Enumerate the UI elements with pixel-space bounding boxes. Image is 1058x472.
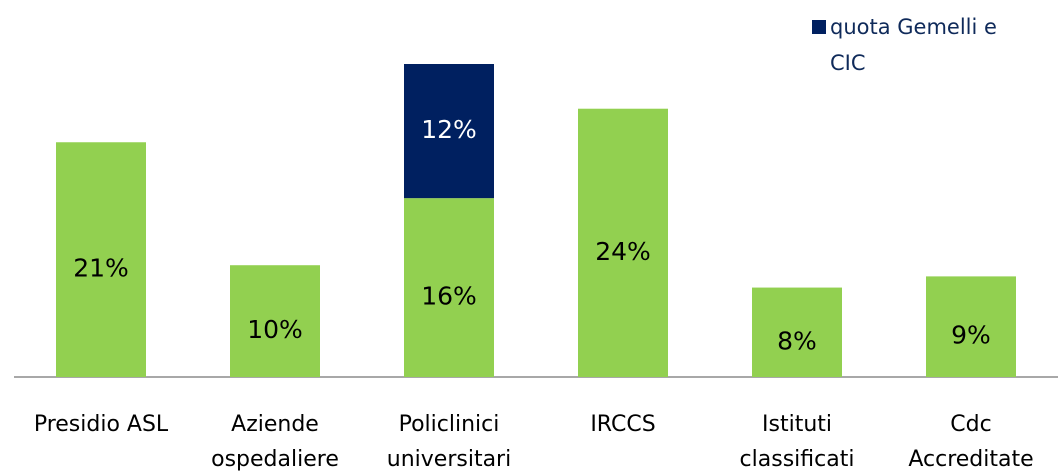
x-tick-label: Istituti classificati (740, 412, 855, 472)
x-tick-label: Cdc Accreditate (908, 412, 1033, 472)
bar-segment (578, 108, 668, 377)
bar-segment (926, 276, 1016, 377)
value-label: 8% (777, 326, 817, 355)
legend-swatch (812, 20, 826, 34)
value-label: 12% (421, 115, 477, 144)
value-label: 9% (951, 321, 991, 350)
bar-segment (404, 198, 494, 377)
x-tick-label: IRCCS (590, 412, 655, 437)
value-label: 21% (73, 254, 129, 283)
value-label: 16% (421, 282, 477, 311)
bar-segment (56, 142, 146, 377)
value-label: 24% (595, 237, 651, 266)
bar-segment (404, 64, 494, 199)
x-tick-label: Aziende ospedaliere (211, 412, 339, 472)
bar-segment (752, 287, 842, 377)
x-tick-label: Policlinici universitari (387, 412, 511, 472)
x-tick-label: Presidio ASL (34, 412, 169, 437)
value-label: 10% (247, 315, 303, 344)
legend-label: quota Gemelli e CIC (830, 15, 997, 75)
bar-segment (230, 265, 320, 377)
